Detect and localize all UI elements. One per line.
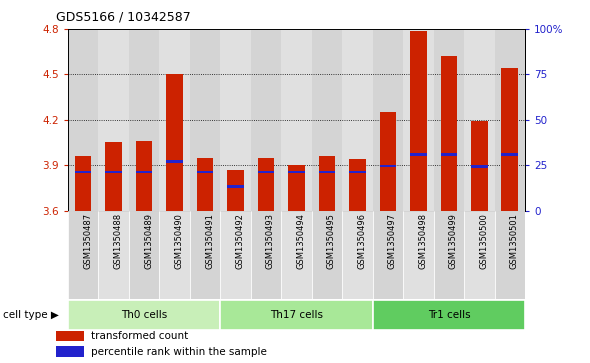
Bar [136, 171, 152, 173]
Bar [471, 121, 488, 211]
Text: Th0 cells: Th0 cells [121, 310, 167, 320]
Bar [105, 143, 122, 211]
Bar [373, 211, 403, 299]
Bar [471, 165, 488, 168]
Bar [190, 29, 220, 211]
Bar [220, 300, 373, 330]
Text: transformed count: transformed count [91, 331, 189, 341]
Bar [251, 211, 281, 299]
Bar [68, 211, 99, 299]
Bar [288, 165, 305, 211]
Bar [281, 29, 312, 211]
Bar [410, 153, 427, 156]
Bar [220, 211, 251, 299]
Bar [56, 331, 84, 342]
Bar [494, 29, 525, 211]
Bar [105, 171, 122, 173]
Bar [373, 29, 403, 211]
Text: GSM1350496: GSM1350496 [358, 213, 366, 269]
Text: GSM1350493: GSM1350493 [266, 213, 275, 269]
Bar [99, 29, 129, 211]
Bar [56, 346, 84, 357]
Text: GSM1350494: GSM1350494 [297, 213, 306, 269]
Bar [434, 29, 464, 211]
Bar [251, 29, 281, 211]
Bar [68, 29, 99, 211]
Text: GSM1350490: GSM1350490 [175, 213, 183, 269]
Bar [434, 211, 464, 299]
Bar [441, 153, 457, 156]
Bar [464, 29, 494, 211]
Text: GDS5166 / 10342587: GDS5166 / 10342587 [56, 11, 191, 24]
Bar [349, 171, 366, 173]
Bar [441, 56, 457, 211]
Text: GSM1350498: GSM1350498 [418, 213, 427, 269]
Bar [227, 170, 244, 211]
Bar [410, 30, 427, 211]
Bar [159, 29, 190, 211]
Bar [379, 112, 396, 211]
Bar [319, 171, 335, 173]
Text: GSM1350491: GSM1350491 [205, 213, 214, 269]
Text: GSM1350488: GSM1350488 [113, 213, 123, 269]
Bar [99, 211, 129, 299]
Bar [75, 156, 91, 211]
Text: percentile rank within the sample: percentile rank within the sample [91, 347, 267, 357]
Text: Th17 cells: Th17 cells [270, 310, 323, 320]
Bar [342, 211, 373, 299]
Bar [258, 158, 274, 211]
Bar [220, 29, 251, 211]
Bar [281, 211, 312, 299]
Bar [166, 160, 183, 163]
Bar [258, 171, 274, 173]
Bar [342, 29, 373, 211]
Bar [312, 29, 342, 211]
Text: GSM1350492: GSM1350492 [235, 213, 244, 269]
Text: cell type ▶: cell type ▶ [3, 310, 59, 320]
Text: Tr1 cells: Tr1 cells [428, 310, 470, 320]
Bar [288, 171, 305, 173]
Text: GSM1350495: GSM1350495 [327, 213, 336, 269]
Bar [196, 158, 214, 211]
Text: GSM1350501: GSM1350501 [510, 213, 519, 269]
Text: GSM1350500: GSM1350500 [479, 213, 489, 269]
Bar [403, 211, 434, 299]
Bar [190, 211, 220, 299]
Bar [68, 300, 220, 330]
Bar [129, 29, 159, 211]
Bar [403, 29, 434, 211]
Bar [502, 153, 518, 156]
Bar [502, 68, 518, 211]
Text: GSM1350497: GSM1350497 [388, 213, 397, 269]
Bar [129, 211, 159, 299]
Bar [464, 211, 494, 299]
Bar [312, 211, 342, 299]
Bar [159, 211, 190, 299]
Text: GSM1350487: GSM1350487 [83, 213, 92, 269]
Text: GSM1350499: GSM1350499 [449, 213, 458, 269]
Bar [494, 211, 525, 299]
Bar [373, 300, 525, 330]
Bar [227, 185, 244, 188]
Bar [349, 159, 366, 211]
Bar [319, 156, 335, 211]
Bar [166, 74, 183, 211]
Bar [75, 171, 91, 173]
Bar [196, 171, 214, 173]
Bar [136, 141, 152, 211]
Bar [379, 164, 396, 167]
Text: GSM1350489: GSM1350489 [144, 213, 153, 269]
